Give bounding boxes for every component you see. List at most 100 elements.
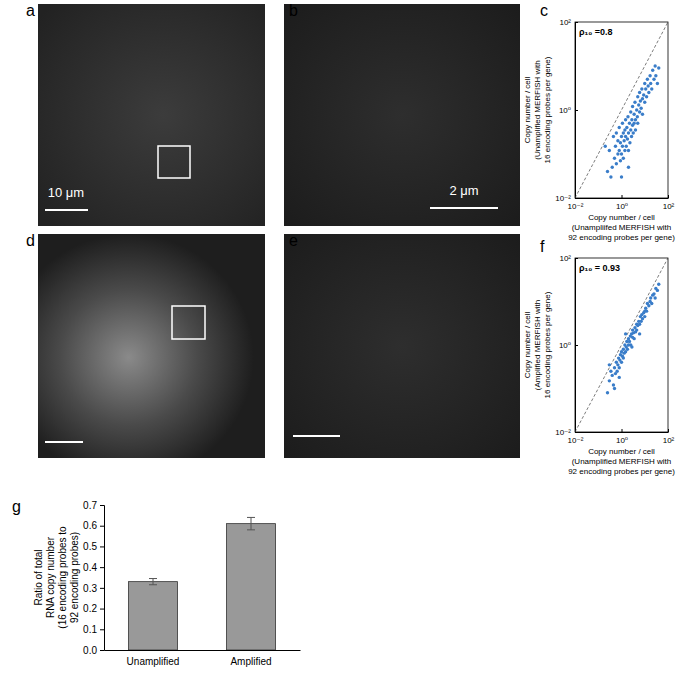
point	[634, 118, 637, 121]
point	[630, 135, 633, 138]
point	[608, 149, 611, 152]
point	[654, 74, 657, 77]
annotation: ρ₁₀ = 0.93	[579, 263, 620, 273]
point	[606, 170, 609, 173]
point	[622, 348, 625, 351]
point	[611, 166, 614, 169]
tick: 0.6	[83, 520, 104, 531]
tick: 10⁻²	[555, 194, 578, 203]
point	[649, 296, 652, 299]
point	[652, 78, 655, 81]
zoom-box	[158, 146, 190, 178]
tick-label: Amplified	[230, 656, 271, 667]
point	[643, 315, 646, 318]
point	[647, 304, 650, 307]
tick: 0.4	[83, 562, 104, 573]
tick-mark	[100, 526, 104, 527]
point	[626, 137, 629, 140]
point	[646, 78, 649, 81]
x-axis-title: (Unamplified MERFISH with	[572, 457, 672, 466]
point	[627, 166, 630, 169]
point	[625, 145, 628, 148]
tick: Amplified	[230, 650, 271, 667]
tick: 0.2	[83, 603, 104, 614]
point	[620, 135, 623, 138]
point	[641, 113, 644, 116]
point	[632, 122, 635, 125]
scale-bar	[45, 209, 88, 211]
tick-label: 0.0	[83, 645, 97, 656]
y-axis-title: RNA copy number	[45, 536, 56, 618]
point	[632, 131, 635, 134]
scale-bar	[430, 207, 498, 209]
point	[622, 131, 625, 134]
point	[622, 139, 625, 142]
tick-label: 10²	[663, 436, 675, 445]
scatter-panel: 10⁻²10⁰10²10⁻²10⁰10²ρ₁₀ =0.8Copy number …	[523, 18, 675, 242]
point	[645, 309, 648, 312]
point	[622, 157, 625, 160]
scale-bar-label: 2 μm	[449, 183, 478, 198]
point	[656, 82, 659, 85]
plot-frame	[575, 258, 668, 432]
image-panel: 10 μm	[38, 4, 265, 226]
tick-mark	[622, 429, 623, 432]
point	[657, 282, 660, 285]
x-axis-title: Copy number / cell	[588, 447, 655, 456]
tick-label: 10⁰	[559, 106, 571, 115]
point	[638, 323, 641, 326]
bar-panel: 0.00.10.20.30.40.50.60.7UnamplifiedAmpli…	[33, 500, 301, 667]
plot-area	[575, 22, 668, 198]
tick-label: 10²	[663, 202, 675, 211]
panel-label: f	[540, 238, 545, 255]
tick-mark	[100, 588, 104, 589]
point	[619, 159, 622, 162]
point	[637, 103, 640, 106]
tick-mark	[100, 505, 104, 506]
panel-label: a	[26, 2, 35, 19]
tick: 10⁰	[616, 429, 628, 445]
point	[641, 97, 644, 100]
micrograph	[284, 4, 520, 226]
image-panel: 2 μm	[284, 4, 520, 226]
plot-area	[129, 517, 276, 650]
tick: 0.7	[83, 500, 104, 511]
tick: 10²	[663, 195, 675, 211]
panel-label: e	[289, 232, 298, 249]
point	[627, 131, 630, 134]
point	[616, 152, 619, 155]
point	[625, 126, 628, 129]
tick-mark	[575, 198, 578, 199]
point	[644, 87, 647, 90]
figure-svg: 10 μma2 μmb10⁻²10⁰10²10⁻²10⁰10²ρ₁₀ =0.8C…	[0, 0, 685, 691]
point	[622, 356, 625, 359]
point	[651, 69, 654, 72]
y-axis-title: (Unamplified MERFISH with	[533, 60, 542, 160]
point	[621, 122, 624, 125]
point	[640, 87, 643, 90]
scale-bar	[293, 435, 340, 437]
point	[606, 391, 609, 394]
x-axis-title: (Unampliifed MERFISH with	[572, 223, 672, 232]
tick-mark	[100, 650, 104, 651]
point	[631, 105, 634, 108]
tick: 10⁰	[559, 341, 578, 350]
point	[613, 387, 616, 390]
y-axis-title: 16 encoding probes per gene)	[543, 56, 552, 163]
tick-label: Unamplified	[127, 656, 180, 667]
scale-bar-label: 10 μm	[48, 185, 84, 200]
point	[614, 145, 617, 148]
point	[618, 376, 621, 379]
tick-label: 0.5	[83, 541, 97, 552]
plot-area	[575, 258, 668, 432]
point	[647, 91, 650, 94]
point	[612, 383, 615, 386]
point	[604, 145, 607, 148]
point	[618, 366, 621, 369]
tick-label: 10⁻²	[555, 194, 571, 203]
point	[629, 128, 632, 131]
axis-line	[105, 650, 301, 651]
tick-label: 10⁻²	[555, 428, 571, 437]
point	[615, 369, 618, 372]
x-axis: Unamplified Amplified	[105, 650, 301, 667]
